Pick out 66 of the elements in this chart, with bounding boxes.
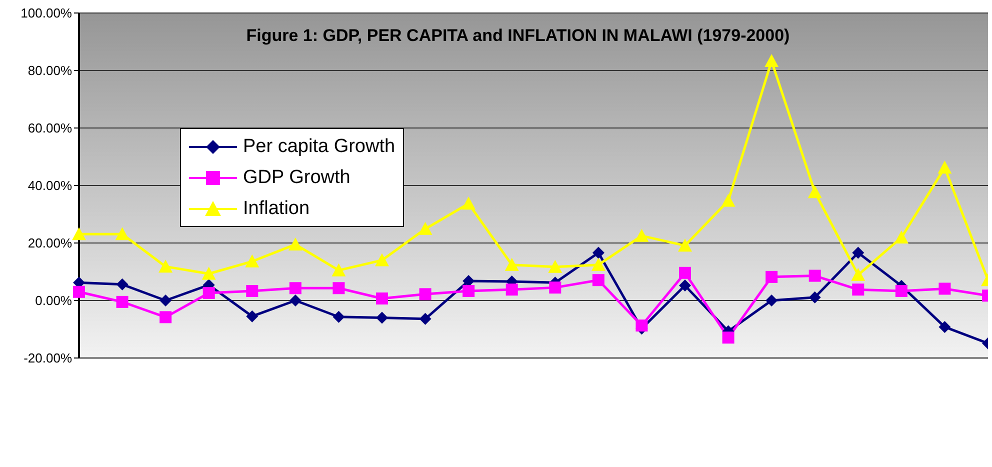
point (851, 268, 866, 281)
point (678, 238, 692, 252)
point (289, 294, 302, 306)
point (766, 294, 778, 306)
point (462, 285, 475, 298)
y-tick-label: 0.00% (35, 293, 72, 308)
point (115, 227, 130, 240)
point (72, 227, 86, 240)
point (375, 253, 389, 266)
y-tick-label: 40.00% (28, 178, 72, 194)
point (808, 291, 821, 304)
point (636, 320, 648, 332)
y-tick-label: 20.00% (28, 236, 72, 251)
point (808, 270, 821, 282)
point (938, 160, 952, 174)
y-tick-label: 60.00% (28, 120, 72, 136)
point (376, 312, 388, 324)
point (592, 274, 604, 286)
point (160, 294, 172, 306)
point (158, 260, 173, 273)
point (634, 228, 649, 242)
point (766, 270, 778, 283)
point (245, 254, 260, 268)
y-tick-label: 80.00% (28, 63, 72, 78)
point (852, 284, 864, 296)
point (332, 263, 346, 276)
point (895, 285, 908, 298)
point (852, 246, 864, 259)
point (894, 230, 908, 244)
legend-label: GDP Growth (243, 166, 350, 188)
point (419, 288, 432, 300)
point (116, 296, 128, 308)
point (721, 194, 736, 207)
point (332, 282, 345, 294)
text: Figure 1: GDP, PER CAPITA and INFLATION IN MALAWI (1979-2000) (245, 26, 791, 46)
point (462, 196, 476, 210)
point (73, 286, 85, 298)
legend-label: Per capita Growth (243, 136, 396, 158)
point (246, 285, 258, 298)
point (506, 284, 518, 296)
point (592, 246, 604, 259)
point (722, 332, 734, 344)
point (289, 282, 302, 294)
point (202, 287, 215, 300)
point (419, 312, 432, 325)
point (288, 237, 302, 250)
point (764, 54, 779, 68)
legend-label: Inflation (243, 198, 310, 220)
point (202, 266, 216, 280)
point (160, 311, 172, 324)
point (332, 310, 345, 323)
y-tick-label: -20.00% (24, 350, 72, 366)
point (938, 320, 951, 333)
point (808, 185, 822, 198)
point (591, 258, 606, 271)
point (679, 280, 691, 292)
point (938, 282, 951, 295)
point (504, 258, 519, 271)
point (246, 310, 258, 322)
point (679, 266, 691, 279)
point (549, 282, 562, 294)
point (116, 278, 128, 290)
point (548, 260, 562, 273)
y-tick-label: 100.00% (20, 6, 72, 21)
point (418, 222, 432, 235)
point (376, 292, 388, 304)
